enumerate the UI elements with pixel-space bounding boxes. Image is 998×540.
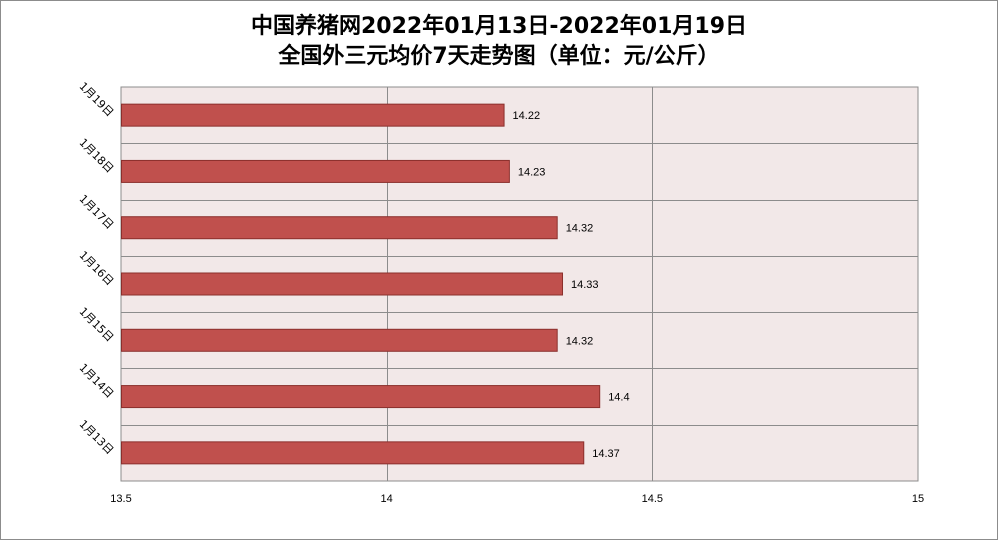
category-label: 1月15日 <box>76 305 116 345</box>
value-label: 14.37 <box>592 448 620 460</box>
x-tick-label: 14.5 <box>642 493 663 505</box>
category-label: 1月17日 <box>76 192 116 232</box>
value-labels: 14.22 14.23 14.32 14.33 14.32 14.4 14.37 <box>513 110 630 460</box>
value-label: 14.22 <box>513 110 541 122</box>
bars <box>121 103 601 465</box>
chart-title: 中国养猪网2022年01月13日-2022年01月19日 <box>250 14 748 39</box>
x-tick-label: 15 <box>912 493 924 505</box>
x-tick-label: 14 <box>381 493 393 505</box>
value-label: 14.32 <box>566 223 594 235</box>
x-axis-ticks: 13.5 14 14.5 15 <box>110 493 924 505</box>
value-label: 14.23 <box>518 166 546 178</box>
chart-subtitle: 全国外三元均价7天走势图（单位：元/公斤） <box>278 44 720 69</box>
value-label: 14.32 <box>566 335 594 347</box>
bar <box>121 103 505 127</box>
category-label: 1月16日 <box>76 249 116 289</box>
bar <box>121 441 585 465</box>
bar <box>121 328 558 352</box>
bar <box>121 159 510 183</box>
category-label: 1月18日 <box>76 136 116 176</box>
gridlines <box>121 87 918 481</box>
x-tick-label: 13.5 <box>110 493 131 505</box>
category-label: 1月13日 <box>76 417 116 457</box>
bar <box>121 272 564 296</box>
bar <box>121 216 558 240</box>
value-label: 14.33 <box>571 279 599 291</box>
value-label: 14.4 <box>608 392 629 404</box>
bar <box>121 385 601 409</box>
y-axis-categories: 1月19日 1月18日 1月17日 1月16日 1月15日 1月14日 1月13日 <box>76 80 116 457</box>
category-label: 1月14日 <box>76 361 116 401</box>
category-label: 1月19日 <box>76 80 116 120</box>
